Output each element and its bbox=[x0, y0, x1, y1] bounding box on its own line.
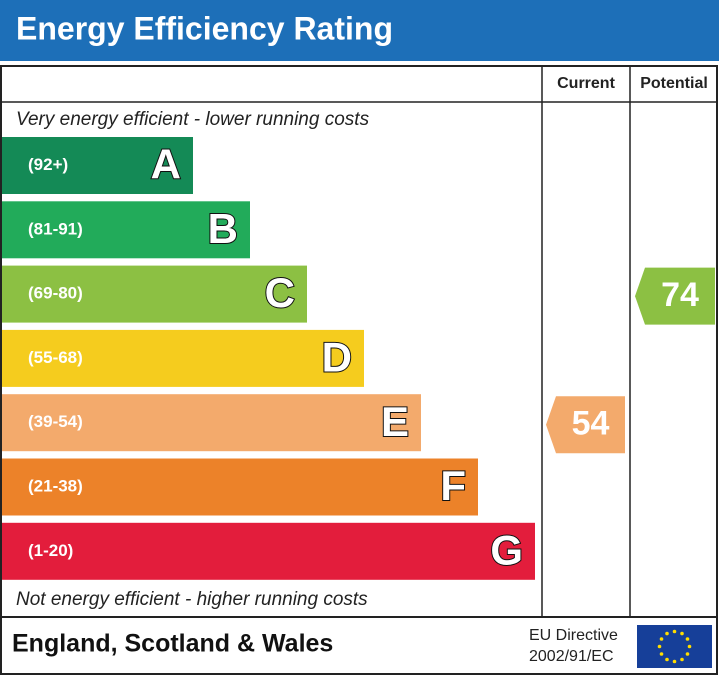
band-range: (92+) bbox=[28, 155, 68, 174]
star bbox=[665, 657, 669, 662]
region: England, Scotland & Wales bbox=[12, 630, 333, 658]
star bbox=[657, 644, 662, 649]
band-letter: D bbox=[322, 333, 352, 380]
band bbox=[2, 265, 307, 323]
rating-value: 74 bbox=[661, 276, 699, 314]
bottom-note: Not energy efficient - higher running co… bbox=[16, 589, 368, 610]
rating-value: 54 bbox=[572, 405, 610, 443]
band-letter: A bbox=[151, 141, 181, 188]
directive: EU Directive bbox=[529, 627, 618, 644]
band-letter: B bbox=[208, 205, 238, 252]
rating-arrow bbox=[546, 396, 625, 454]
star bbox=[672, 659, 677, 664]
band-range: (55-68) bbox=[28, 348, 83, 367]
band-letter: C bbox=[265, 269, 295, 316]
current-heading: Current bbox=[557, 75, 615, 92]
band-range: (21-38) bbox=[28, 476, 83, 495]
band bbox=[2, 458, 478, 516]
top-note: Very energy efficient - lower running co… bbox=[16, 109, 370, 130]
band-range: (39-54) bbox=[28, 412, 83, 431]
star bbox=[685, 652, 690, 656]
star bbox=[685, 637, 690, 641]
eu-flag bbox=[637, 625, 712, 668]
star bbox=[659, 652, 664, 656]
band bbox=[2, 201, 250, 259]
band-range: (1-20) bbox=[28, 541, 73, 560]
directive: 2002/91/EC bbox=[529, 648, 614, 665]
band-letter: F bbox=[440, 462, 466, 509]
band-letter: E bbox=[381, 398, 409, 445]
band bbox=[2, 329, 364, 387]
star bbox=[672, 629, 677, 634]
band-letter: G bbox=[490, 526, 523, 573]
frame bbox=[0, 65, 718, 675]
star bbox=[680, 631, 684, 636]
star bbox=[687, 644, 692, 649]
star bbox=[659, 637, 664, 641]
rating-arrow bbox=[635, 267, 715, 325]
band bbox=[2, 137, 193, 194]
star bbox=[680, 657, 684, 662]
title: Energy Efficiency Rating bbox=[16, 10, 393, 46]
band bbox=[2, 522, 535, 580]
band bbox=[2, 394, 421, 452]
star bbox=[665, 631, 669, 636]
header-bar bbox=[0, 0, 719, 61]
band-range: (81-91) bbox=[28, 219, 83, 238]
band-range: (69-80) bbox=[28, 284, 83, 303]
potential-heading: Potential bbox=[640, 75, 708, 92]
